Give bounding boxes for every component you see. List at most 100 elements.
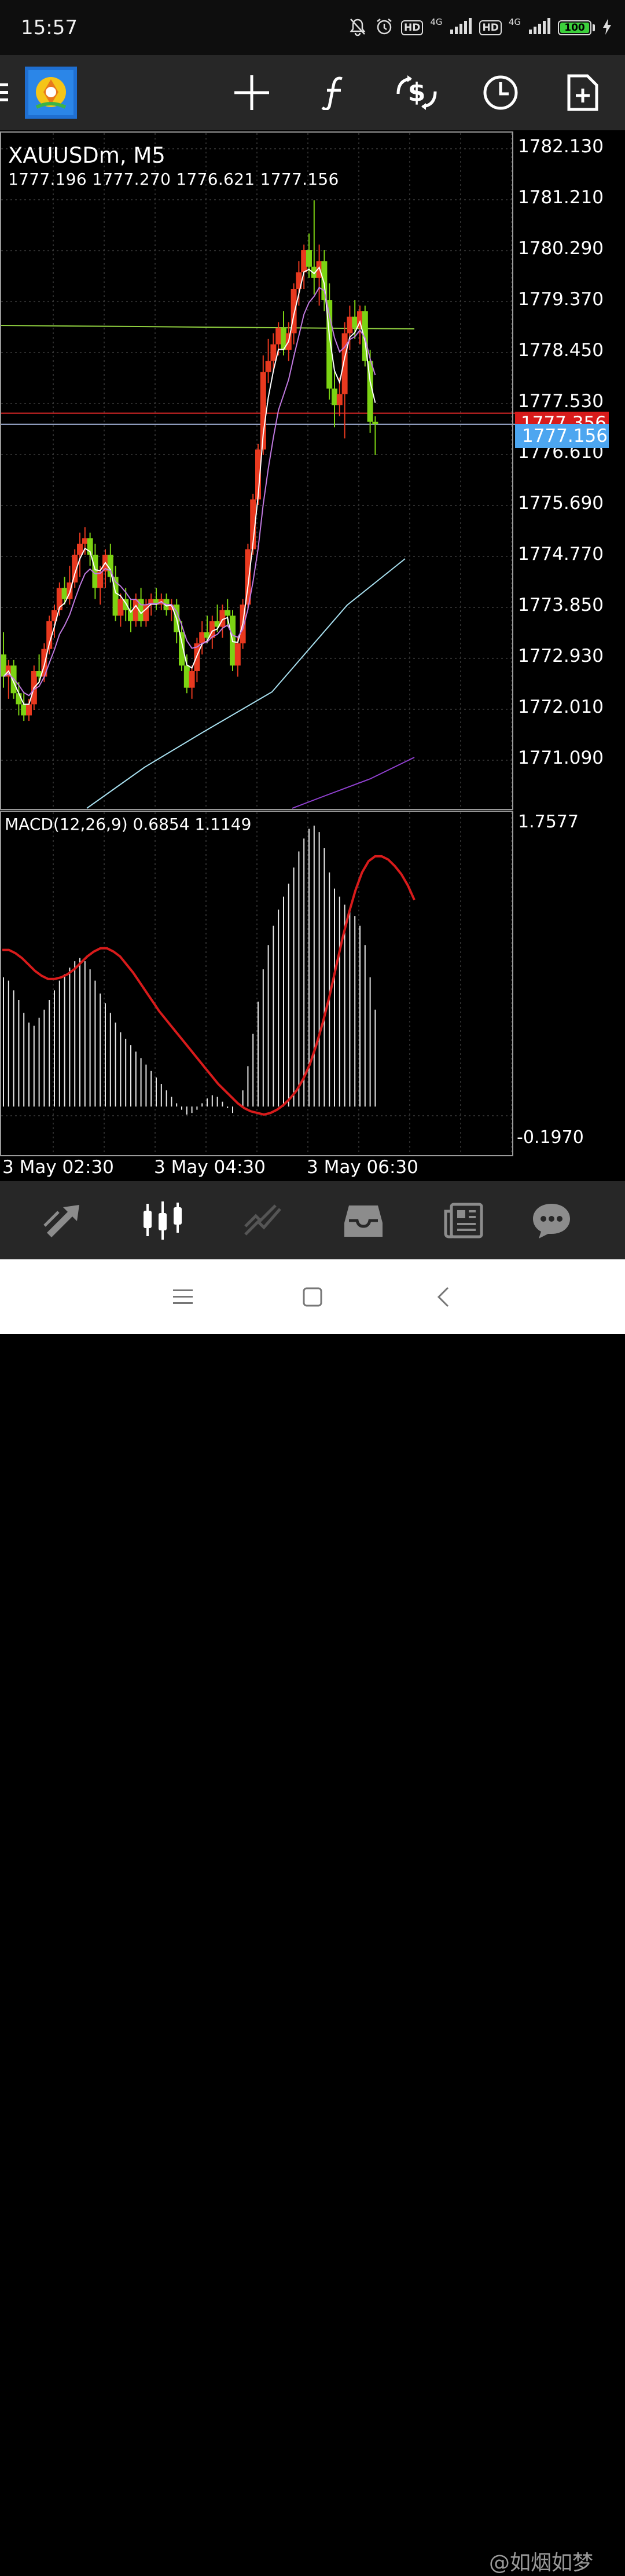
candle-body [77, 544, 83, 555]
price-axis-label: 1781.210 [518, 187, 604, 208]
chart-grid [1, 133, 512, 1155]
candle-body [245, 549, 251, 605]
hamburger-menu-icon[interactable] [0, 55, 17, 130]
metatrader-app-logo[interactable] [24, 55, 78, 130]
price-axis-label: 1782.130 [518, 136, 604, 157]
candle-body [61, 588, 68, 599]
history-inbox-icon[interactable] [320, 1181, 407, 1259]
candle-body [336, 394, 343, 405]
hd-badge: HD [400, 20, 424, 35]
price-axis-label: 1771.090 [518, 747, 604, 768]
candle-body [311, 266, 317, 278]
mute-bell-icon [348, 17, 367, 39]
recents-menu-icon[interactable] [154, 1259, 212, 1334]
candle-body [332, 389, 337, 405]
candle-body [265, 361, 271, 372]
trade-chart-icon[interactable] [220, 1181, 307, 1259]
candle-body [117, 599, 124, 616]
price-axis-label: 1773.850 [518, 595, 604, 615]
fast-moving-average [3, 266, 376, 705]
main-pane-frame [0, 131, 513, 810]
candle-body [250, 499, 256, 549]
candle-body [362, 311, 368, 361]
candle-body [291, 289, 297, 334]
time-axis-label: 3 May 02:30 [2, 1157, 114, 1178]
candle-body [179, 632, 185, 666]
candlesticks [1, 200, 378, 721]
slow-moving-average [86, 558, 406, 809]
candle-body [214, 621, 220, 627]
candle-body [153, 599, 159, 605]
signal-icon-2 [528, 18, 551, 38]
new-order-doc-icon[interactable] [554, 55, 612, 130]
macd-signal-line [2, 855, 416, 1116]
status-bar: 15:57 HD 4G HD 4G 100 [0, 0, 625, 55]
network-type: 4G [430, 17, 443, 27]
watermark-text: @如烟如梦 [489, 2551, 594, 2575]
candle-body [255, 449, 261, 500]
long-moving-average [292, 757, 415, 809]
candle-body [52, 610, 57, 621]
hd-badge-2: HD [479, 20, 502, 35]
candle-body [326, 300, 333, 389]
candle-body [72, 555, 78, 582]
candle-body [219, 610, 226, 627]
chart-candles-icon[interactable] [119, 1181, 206, 1259]
candle-body [138, 599, 144, 621]
bottom-navigation [0, 1181, 625, 1259]
price-axis-label: 1779.370 [518, 289, 604, 310]
candle-body [112, 577, 119, 616]
candle-body [36, 671, 42, 677]
candle-body [107, 555, 113, 577]
crosshair-icon[interactable] [223, 55, 281, 130]
home-square-icon[interactable] [284, 1259, 341, 1334]
candle-body [143, 604, 149, 621]
price-axis-label: 1775.690 [518, 493, 604, 514]
candle-body [87, 538, 93, 555]
candle-body [148, 599, 155, 605]
candle-body [194, 643, 200, 671]
back-chevron-icon[interactable] [414, 1259, 472, 1334]
top-toolbar: $ [0, 55, 625, 130]
candle-body [275, 327, 282, 345]
trade-dollar-icon[interactable]: $ [388, 55, 446, 130]
price-chart-canvas[interactable] [0, 130, 625, 1181]
candle-body [234, 643, 241, 666]
macd-indicator-title: MACD(12,26,9) 0.6854 1.1149 [5, 815, 252, 834]
chart-area[interactable]: XAUUSDm, M5 1777.196 1777.270 1776.621 1… [0, 130, 625, 1181]
candle-body [372, 422, 378, 424]
candle-body [225, 610, 231, 616]
chat-bubble-icon[interactable] [508, 1181, 595, 1259]
candle-body [1, 654, 6, 677]
candle-body [347, 316, 353, 334]
horizontal-price-lines [0, 325, 515, 425]
news-icon[interactable] [420, 1181, 507, 1259]
quotes-arrows-icon[interactable] [19, 1181, 106, 1259]
candle-body [16, 693, 22, 705]
chart-frames [0, 131, 513, 1156]
candle-body [26, 704, 32, 716]
last-price-label: 1777.156 [515, 424, 609, 448]
time-axis-label: 3 May 04:30 [154, 1157, 266, 1178]
candle-body [183, 665, 190, 688]
candle-body [97, 571, 104, 588]
signal-icon [449, 18, 472, 38]
status-time: 15:57 [21, 16, 78, 39]
price-axis-label: 1774.770 [518, 544, 604, 565]
price-axis-label: 1772.010 [518, 697, 604, 717]
candle-body [128, 610, 134, 621]
candle-body [306, 250, 312, 267]
indicators-f-icon[interactable] [306, 55, 363, 130]
alarm-clock-icon [374, 17, 394, 39]
candle-body [357, 311, 363, 328]
candle-body [316, 261, 322, 278]
candle-body [123, 599, 129, 610]
time-axis-label: 3 May 06:30 [307, 1157, 418, 1178]
price-axis-label: 1778.450 [518, 340, 604, 361]
clock-timeframe-icon[interactable] [472, 55, 530, 130]
candle-body [281, 327, 286, 350]
candle-body [270, 344, 277, 361]
battery-tip [593, 24, 595, 31]
price-axis-label: 1777.530 [518, 391, 604, 412]
status-icons: HD 4G HD 4G 100 [348, 15, 612, 41]
